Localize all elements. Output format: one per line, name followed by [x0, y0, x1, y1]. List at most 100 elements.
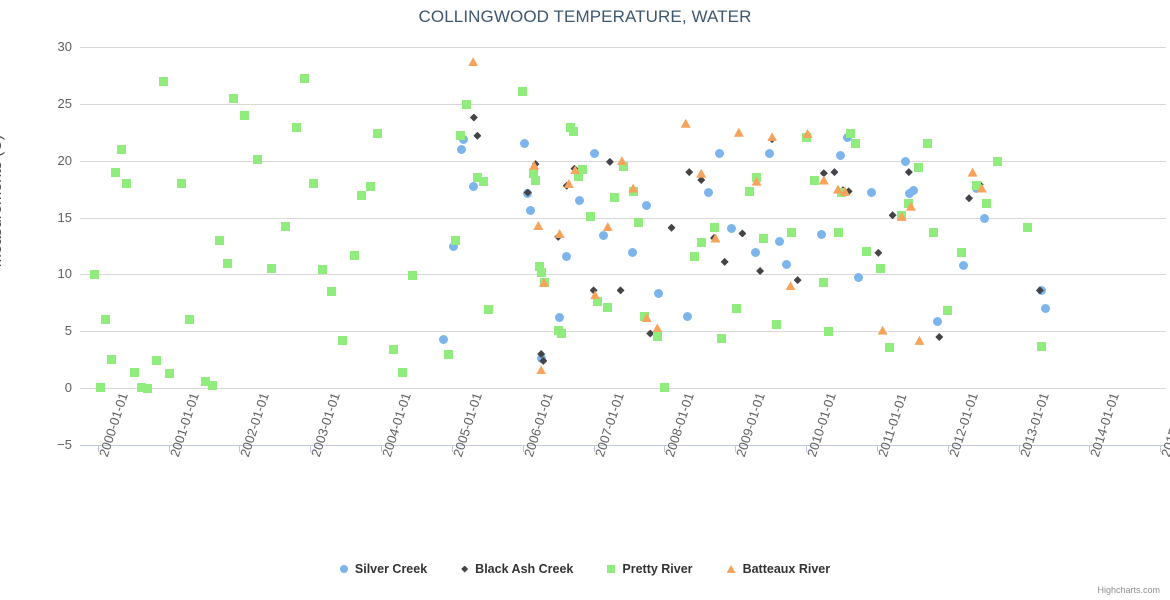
data-point[interactable]	[1022, 223, 1032, 233]
data-point[interactable]	[438, 334, 448, 344]
data-point[interactable]	[628, 183, 639, 193]
data-point[interactable]	[654, 289, 664, 299]
data-point[interactable]	[710, 233, 721, 243]
data-point[interactable]	[733, 127, 744, 137]
data-point[interactable]	[851, 139, 861, 149]
data-point[interactable]	[905, 201, 916, 211]
data-point[interactable]	[1035, 286, 1044, 295]
data-point[interactable]	[976, 183, 987, 193]
data-point[interactable]	[896, 211, 907, 221]
data-point[interactable]	[570, 165, 581, 175]
data-point[interactable]	[443, 349, 453, 359]
data-point[interactable]	[586, 211, 596, 221]
data-point[interactable]	[680, 118, 691, 128]
data-point[interactable]	[877, 325, 888, 335]
data-point[interactable]	[215, 235, 225, 245]
data-point[interactable]	[592, 297, 602, 307]
data-point[interactable]	[689, 251, 699, 261]
data-point[interactable]	[793, 276, 802, 285]
data-point[interactable]	[554, 228, 565, 238]
data-point[interactable]	[176, 178, 186, 188]
data-point[interactable]	[291, 123, 301, 133]
data-point[interactable]	[107, 355, 117, 365]
data-point[interactable]	[720, 257, 729, 266]
data-point[interactable]	[536, 365, 547, 375]
data-point[interactable]	[833, 184, 843, 194]
data-point[interactable]	[703, 188, 713, 198]
data-point[interactable]	[958, 260, 968, 270]
data-point[interactable]	[943, 306, 953, 316]
data-point[interactable]	[716, 333, 726, 343]
data-point[interactable]	[732, 304, 742, 314]
data-point[interactable]	[641, 313, 652, 323]
data-point[interactable]	[574, 196, 584, 205]
data-point[interactable]	[628, 248, 638, 258]
data-point[interactable]	[876, 264, 885, 274]
data-point[interactable]	[842, 133, 852, 143]
legend-item-silver-creek[interactable]: Silver Creek	[339, 562, 427, 576]
data-point[interactable]	[817, 230, 827, 240]
data-point[interactable]	[602, 222, 613, 232]
data-point[interactable]	[992, 157, 1002, 167]
data-point[interactable]	[914, 335, 925, 345]
data-point[interactable]	[365, 182, 375, 192]
data-point[interactable]	[448, 241, 458, 251]
data-point[interactable]	[980, 214, 990, 224]
data-point[interactable]	[819, 277, 829, 287]
data-point[interactable]	[957, 248, 967, 258]
data-point[interactable]	[756, 267, 765, 276]
data-point[interactable]	[469, 113, 478, 122]
data-point[interactable]	[478, 176, 488, 186]
legend-item-batteaux-river[interactable]: Batteaux River	[726, 562, 830, 576]
data-point[interactable]	[309, 178, 319, 188]
data-point[interactable]	[885, 342, 895, 352]
data-point[interactable]	[537, 350, 546, 359]
data-point[interactable]	[835, 150, 845, 160]
data-point[interactable]	[1036, 341, 1046, 351]
data-point[interactable]	[659, 382, 669, 392]
data-point[interactable]	[771, 319, 781, 329]
data-point[interactable]	[142, 383, 152, 393]
data-point[interactable]	[562, 251, 572, 261]
data-point[interactable]	[556, 329, 566, 339]
data-point[interactable]	[646, 329, 655, 338]
data-point[interactable]	[774, 236, 784, 246]
data-point[interactable]	[457, 144, 467, 154]
data-point[interactable]	[472, 173, 482, 183]
data-point[interactable]	[185, 315, 195, 325]
data-point[interactable]	[616, 156, 627, 166]
data-point[interactable]	[785, 281, 796, 291]
data-point[interactable]	[935, 332, 944, 341]
data-point[interactable]	[810, 175, 820, 185]
data-point[interactable]	[932, 316, 942, 326]
data-point[interactable]	[573, 172, 583, 182]
data-point[interactable]	[787, 227, 797, 237]
data-point[interactable]	[929, 227, 939, 237]
data-point[interactable]	[781, 259, 791, 269]
data-point[interactable]	[904, 199, 914, 209]
data-point[interactable]	[280, 222, 290, 232]
data-point[interactable]	[696, 238, 706, 248]
data-point[interactable]	[110, 167, 120, 177]
data-point[interactable]	[222, 258, 232, 268]
data-point[interactable]	[349, 250, 359, 260]
data-point[interactable]	[539, 277, 549, 287]
data-point[interactable]	[338, 335, 348, 345]
data-point[interactable]	[861, 247, 871, 257]
data-point[interactable]	[765, 149, 775, 159]
data-point[interactable]	[229, 93, 239, 103]
data-point[interactable]	[605, 157, 614, 166]
data-point[interactable]	[618, 161, 628, 171]
data-point[interactable]	[965, 194, 974, 203]
data-point[interactable]	[603, 302, 613, 312]
data-point[interactable]	[900, 157, 910, 167]
data-point[interactable]	[531, 175, 540, 185]
data-point[interactable]	[397, 367, 407, 377]
data-point[interactable]	[696, 168, 707, 178]
data-point[interactable]	[389, 344, 399, 354]
data-point[interactable]	[239, 110, 249, 120]
data-point[interactable]	[518, 86, 528, 96]
data-point[interactable]	[159, 76, 169, 86]
data-point[interactable]	[844, 187, 853, 196]
data-point[interactable]	[697, 176, 706, 185]
